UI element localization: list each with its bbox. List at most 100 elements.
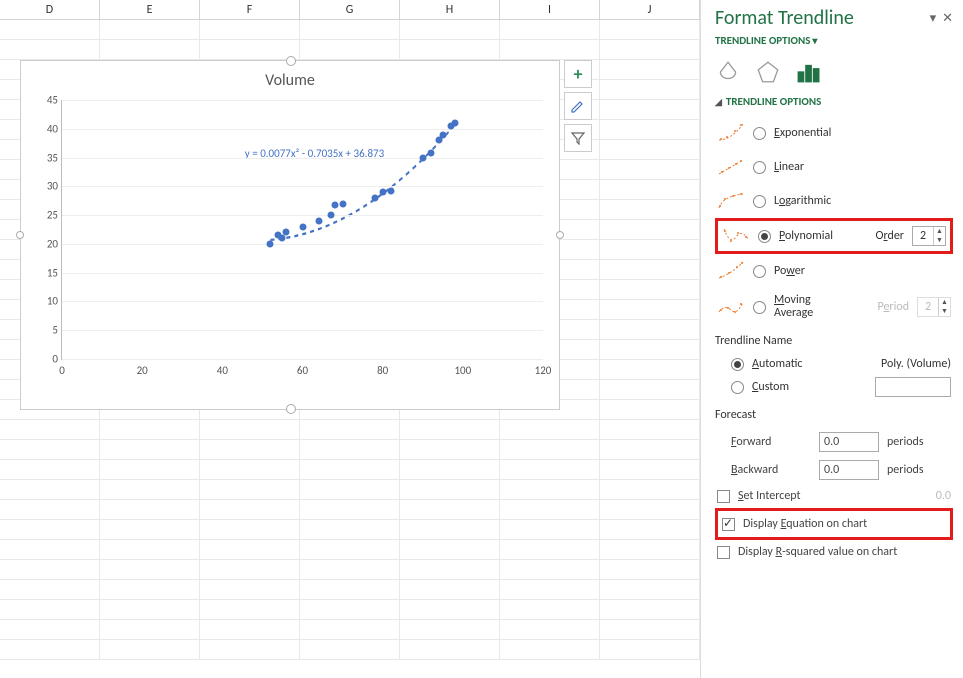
radio-power[interactable] [753,265,766,278]
name-custom-row[interactable]: Custom [715,374,953,400]
data-point[interactable] [315,217,322,224]
panel-subtitle[interactable]: TRENDLINE OPTIONS▾ [715,34,953,47]
panel-close-icon[interactable]: ✕ [942,11,953,26]
spinner-down-icon[interactable]: ▼ [934,236,945,245]
logarithmic-icon [717,190,745,212]
set-intercept-row[interactable]: Set Intercept 0.0 [715,484,953,508]
x-axis-label: 80 [377,364,388,377]
x-axis-label: 60 [297,364,308,377]
forward-input[interactable]: 0.0 [819,432,879,452]
panel-dropdown-icon[interactable]: ▾ [930,11,937,26]
data-point[interactable] [299,223,306,230]
column-header[interactable]: F [200,0,300,19]
trendline-options-header[interactable]: ◢TRENDLINE OPTIONS [715,95,953,108]
y-axis-label: 10 [34,295,58,308]
trendline-options-icon[interactable] [795,59,821,85]
column-header-row: DEFGHIJ [0,0,700,20]
display-equation-row[interactable]: Display Equation on chart [715,508,953,540]
period-spinner: 2 ▲▼ [917,297,951,317]
data-point[interactable] [419,154,426,161]
linear-icon [717,156,745,178]
x-axis-label: 0 [59,364,65,377]
polynomial-icon [722,225,750,247]
effects-icon[interactable] [755,59,781,85]
fill-line-icon[interactable] [715,59,741,85]
column-header[interactable]: D [0,0,100,19]
backward-periods-label: periods [887,463,924,477]
option-logarithmic[interactable]: Logarithmic [715,184,953,218]
display-r-squared-row[interactable]: Display R-squared value on chart [715,540,953,564]
radio-name-automatic[interactable] [731,358,744,371]
column-header[interactable]: H [400,0,500,19]
order-label: Order [876,229,904,243]
power-icon [717,260,745,282]
option-moving-average[interactable]: MovingAverage Period 2 ▲▼ [715,288,953,326]
y-axis-label: 30 [34,180,58,193]
option-exponential[interactable]: Exponential [715,116,953,150]
panel-title: Format Trendline [715,6,854,30]
chart-brush-button[interactable] [564,92,592,120]
data-point[interactable] [371,194,378,201]
format-trendline-panel: Format Trendline ▾ ✕ TRENDLINE OPTIONS▾ … [700,0,963,678]
backward-label: Backward [731,463,811,477]
radio-name-custom[interactable] [731,381,744,394]
chart-filter-button[interactable] [564,124,592,152]
checkbox-display-r-squared[interactable] [717,546,730,559]
chart-title[interactable]: Volume [21,61,559,96]
forward-periods-label: periods [887,435,924,449]
y-axis-label: 5 [34,324,58,337]
x-axis-label: 100 [454,364,471,377]
chart-element-buttons: + [564,60,592,152]
radio-moving-average[interactable] [753,301,766,314]
data-point[interactable] [283,229,290,236]
radio-linear[interactable] [753,161,766,174]
option-polynomial[interactable]: Polynomial Order 2 ▲▼ [715,218,953,254]
y-axis-label: 0 [34,353,58,366]
y-axis-label: 20 [34,237,58,250]
option-linear[interactable]: Linear [715,150,953,184]
option-power[interactable]: Power [715,254,953,288]
data-point[interactable] [267,240,274,247]
moving-average-icon [717,296,745,318]
column-header[interactable]: J [600,0,700,19]
radio-logarithmic[interactable] [753,195,766,208]
y-axis-label: 45 [34,94,58,107]
data-point[interactable] [439,131,446,138]
auto-name-value: Poly. (Volume) [881,357,951,371]
column-header[interactable]: E [100,0,200,19]
y-axis-label: 35 [34,151,58,164]
custom-name-input[interactable] [875,377,951,397]
y-axis-label: 15 [34,266,58,279]
data-point[interactable] [427,149,434,156]
data-point[interactable] [327,212,334,219]
checkbox-display-equation[interactable] [722,518,735,531]
data-point[interactable] [451,120,458,127]
x-axis-label: 120 [535,364,552,377]
data-point[interactable] [331,201,338,208]
forward-label: Forward [731,435,811,449]
panel-option-tabs [715,59,953,85]
checkbox-set-intercept[interactable] [717,490,730,503]
chart-plot-area[interactable]: y = 0.0077x² - 0.7035x + 36.873 05101520… [61,100,543,360]
data-point[interactable] [379,189,386,196]
y-axis-label: 25 [34,209,58,222]
column-header[interactable]: I [500,0,600,19]
radio-polynomial[interactable] [758,230,771,243]
column-header[interactable]: G [300,0,400,19]
chart-container[interactable]: Volume y = 0.0077x² - 0.7035x + 36.873 0… [20,60,560,410]
x-axis-label: 40 [217,364,228,377]
chart-plus-button[interactable]: + [564,60,592,88]
backward-input[interactable]: 0.0 [819,460,879,480]
spreadsheet-area: DEFGHIJ Volume y = 0.0077x² - 0.7035x + … [0,0,700,678]
radio-exponential[interactable] [753,127,766,140]
data-point[interactable] [339,200,346,207]
period-label: Period [877,300,909,314]
data-point[interactable] [387,187,394,194]
name-automatic-row[interactable]: Automatic Poly. (Volume) [715,354,953,374]
intercept-value: 0.0 [936,489,951,503]
y-axis-label: 40 [34,122,58,135]
exponential-icon [717,122,745,144]
forecast-header: Forecast [715,408,953,422]
x-axis-label: 20 [137,364,148,377]
order-spinner[interactable]: 2 ▲▼ [912,226,946,246]
